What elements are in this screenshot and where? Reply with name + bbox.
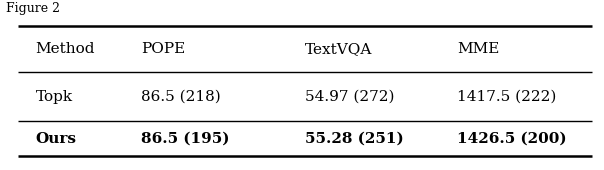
Text: 1426.5 (200): 1426.5 (200) xyxy=(457,132,567,146)
Text: MME: MME xyxy=(457,42,500,56)
Text: Method: Method xyxy=(36,42,95,56)
Text: 86.5 (195): 86.5 (195) xyxy=(141,132,230,146)
Text: 54.97 (272): 54.97 (272) xyxy=(305,90,394,104)
Text: Topk: Topk xyxy=(36,90,72,104)
Text: 55.28 (251): 55.28 (251) xyxy=(305,132,403,146)
Text: Ours: Ours xyxy=(36,132,77,146)
Text: 86.5 (218): 86.5 (218) xyxy=(141,90,220,104)
Text: TextVQA: TextVQA xyxy=(305,42,373,56)
Text: POPE: POPE xyxy=(141,42,185,56)
Text: 1417.5 (222): 1417.5 (222) xyxy=(457,90,557,104)
Text: Figure 2: Figure 2 xyxy=(6,2,60,15)
